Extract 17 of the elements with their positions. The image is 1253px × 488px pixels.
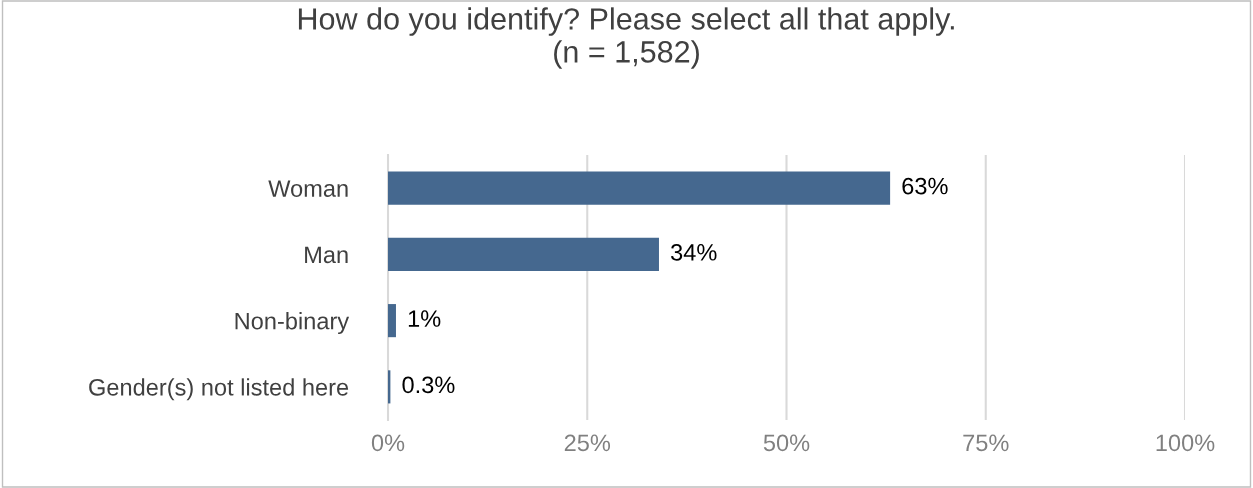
- x-tick-label: 0%: [371, 434, 405, 452]
- y-tick-label: Gender(s) not listed here: [89, 378, 349, 401]
- data-label: 63%: [902, 177, 948, 195]
- bar: [388, 171, 891, 205]
- y-tick-label: Man: [305, 246, 348, 264]
- chart-title: How do you identify? Please select all that apply. (n = 1,582): [298, 7, 954, 69]
- x-tick-label: 100%: [1156, 434, 1215, 452]
- data-label: 0.3%: [402, 376, 455, 394]
- y-tick-label: Woman: [268, 180, 348, 197]
- bar: [388, 237, 659, 271]
- data-label: 34%: [670, 243, 717, 261]
- bar: [388, 304, 396, 338]
- y-tick-label: Non-binary: [235, 312, 350, 335]
- x-tick-label: 75%: [963, 434, 1009, 452]
- x-tick-label: 25%: [564, 434, 611, 452]
- data-label: 1%: [408, 310, 441, 327]
- x-tick-label: 50%: [763, 434, 810, 452]
